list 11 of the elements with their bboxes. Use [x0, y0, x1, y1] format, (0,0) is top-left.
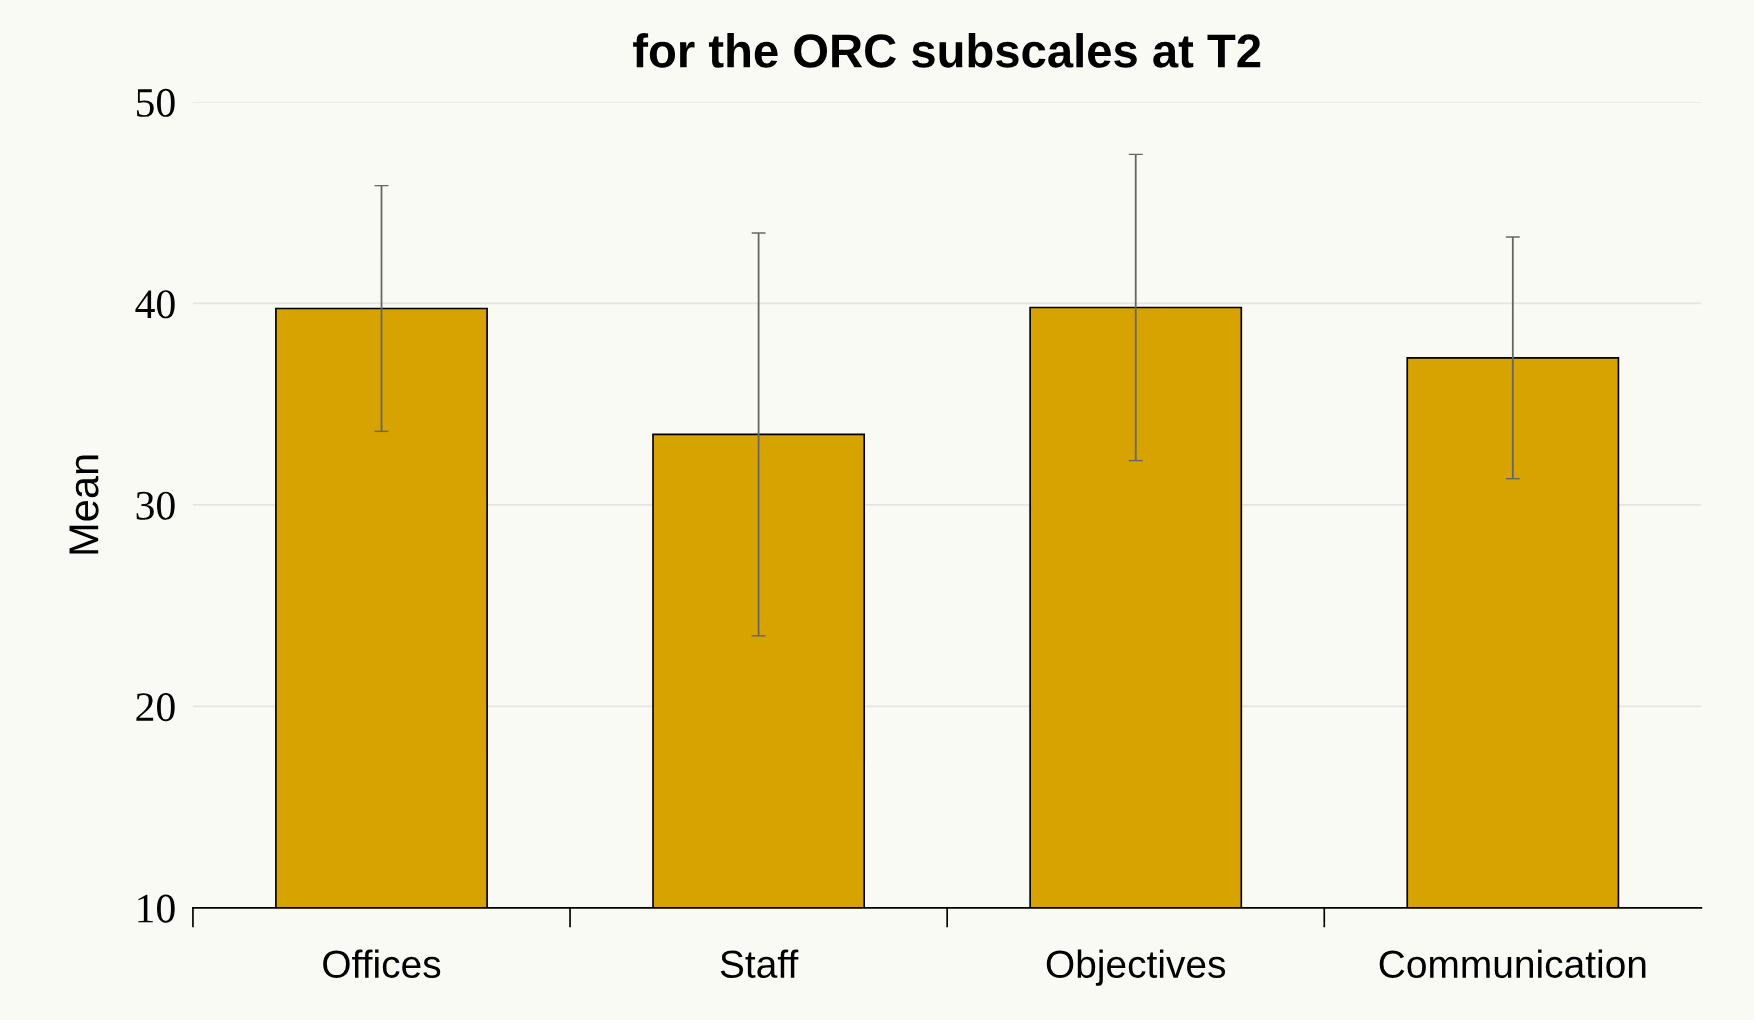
x-tick-label: Communication: [1379, 949, 1646, 979]
x-tick-label: Offices: [323, 949, 441, 979]
x-tick-label: Objectives: [1046, 949, 1226, 986]
chart-title: for the ORC subscales at T2: [633, 33, 1261, 68]
y-tick-label: 50: [137, 88, 175, 117]
y-tick-label: 20: [136, 693, 175, 722]
x-tick-label: Staff: [720, 949, 799, 979]
y-tick-label: 40: [135, 290, 175, 319]
y-tick-label: 10: [138, 894, 175, 923]
y-axis-title: Mean: [69, 455, 99, 554]
y-tick-label: 30: [136, 491, 175, 520]
